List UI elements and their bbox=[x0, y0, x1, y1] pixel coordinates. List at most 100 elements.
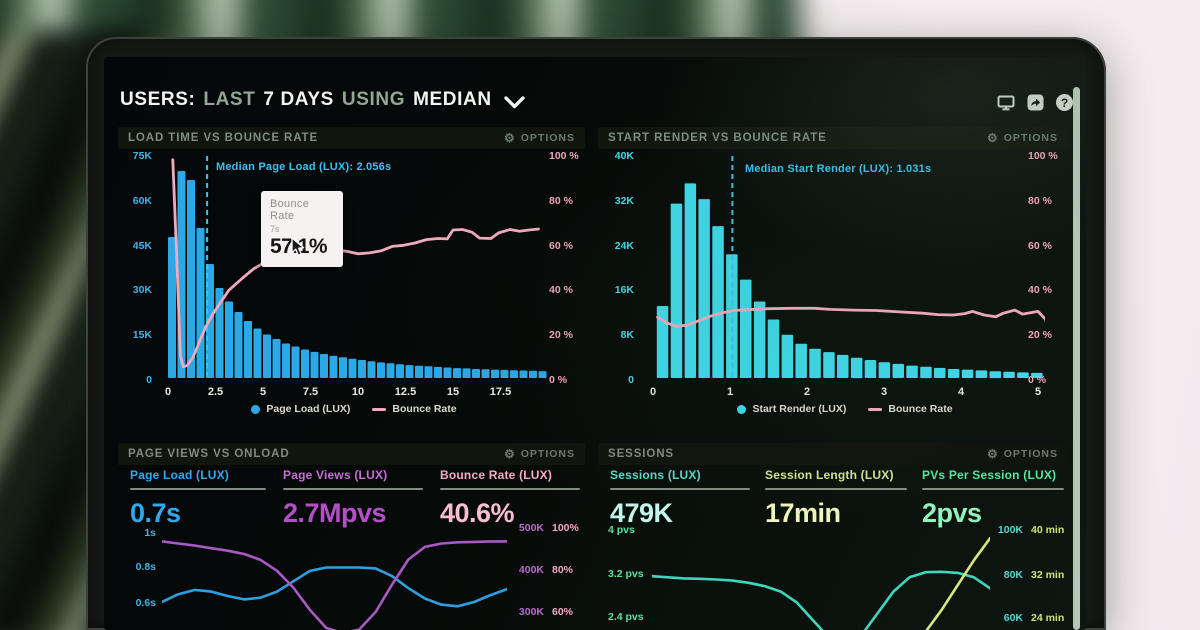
x-tick-label: 10 bbox=[351, 386, 365, 398]
x-tick-label: 0 bbox=[649, 386, 657, 398]
y-tick-label: 60 % bbox=[549, 239, 573, 252]
title-segment: MEDIAN bbox=[413, 89, 492, 110]
mini-axis-right-row: 80K 32 min bbox=[993, 569, 1077, 581]
mini-axis-left-label: 3.2 pvs bbox=[608, 568, 644, 580]
mini-axis-left-label: 1s bbox=[144, 527, 156, 539]
y-tick-label: 80 % bbox=[1028, 194, 1052, 207]
mini-axis-value: 80K bbox=[1003, 569, 1023, 581]
x-tick-label: 1 bbox=[726, 386, 734, 398]
legend-item[interactable]: Bounce Rate bbox=[372, 403, 457, 415]
date-range-dropdown[interactable]: USERS: LAST 7 DAYS USING MEDIAN bbox=[120, 89, 525, 111]
y-tick-label: 32K bbox=[614, 194, 634, 207]
cursor-pointer bbox=[291, 237, 305, 256]
x-tick-label: 2 bbox=[803, 386, 811, 398]
y-tick-label: 24K bbox=[614, 239, 634, 252]
stat-value: 2pvs bbox=[922, 498, 982, 528]
y-tick-label: 60 % bbox=[1028, 239, 1052, 252]
options-button[interactable]: ⚙ OPTIONS bbox=[503, 131, 575, 145]
chart-legend: Page Load (LUX) Bounce Rate bbox=[158, 403, 550, 415]
options-button[interactable]: ⚙ OPTIONS bbox=[986, 447, 1058, 461]
share-icon[interactable] bbox=[1027, 94, 1044, 111]
stat-bounce-rate: Bounce Rate (LUX) 40.6% bbox=[440, 468, 580, 529]
y-tick-label: 40K bbox=[614, 150, 634, 162]
page-views-onload-chart[interactable] bbox=[162, 528, 507, 630]
legend-item[interactable]: Page Load (LUX) bbox=[251, 403, 350, 415]
stat-value: 40.6% bbox=[440, 498, 515, 528]
mini-axis-value: 100K bbox=[997, 524, 1023, 536]
load-time-chart[interactable] bbox=[158, 150, 550, 382]
legend-dot-marker bbox=[251, 404, 261, 414]
options-button[interactable]: ⚙ OPTIONS bbox=[986, 131, 1058, 145]
mini-axis-left-label: 2.4 pvs bbox=[608, 611, 644, 623]
gear-icon: ⚙ bbox=[503, 131, 516, 145]
mini-axis-left-label: 4 pvs bbox=[608, 524, 635, 536]
title-segment: USING bbox=[341, 89, 406, 110]
title-segment: 7 DAYS bbox=[263, 89, 334, 110]
stat-page-views: Page Views (LUX) 2.7Mpvs bbox=[283, 468, 423, 529]
y-tick-label: 45K bbox=[132, 239, 152, 252]
scrollbar[interactable] bbox=[1073, 87, 1080, 630]
mini-axis-value: 400K bbox=[518, 564, 544, 576]
stat-label: Sessions (LUX) bbox=[610, 468, 701, 482]
y-tick-label: 30K bbox=[132, 284, 152, 297]
mini-axis-value: 60% bbox=[552, 606, 574, 618]
y-tick-label: 0 bbox=[146, 373, 152, 386]
x-tick-label: 4 bbox=[957, 386, 965, 398]
stat-label: Bounce Rate (LUX) bbox=[440, 468, 553, 482]
x-tick-label: 5 bbox=[1034, 386, 1042, 398]
mini-axis-value: 500K bbox=[518, 522, 544, 534]
stat-divider bbox=[440, 488, 580, 490]
mini-axis-right-row: 400K 80% bbox=[508, 564, 588, 576]
y-axis-right: 100 % 80 % 60 % 40 % 20 % 0 % bbox=[549, 150, 587, 386]
gear-icon: ⚙ bbox=[986, 447, 999, 461]
help-icon[interactable]: ? bbox=[1056, 94, 1073, 111]
stat-label: Session Length (LUX) bbox=[765, 468, 894, 482]
x-tick-label: 12.5 bbox=[394, 386, 417, 398]
legend-label: Page Load (LUX) bbox=[266, 403, 351, 415]
mini-axis-value: 100% bbox=[552, 522, 579, 534]
median-annotation: Median Start Render (LUX): 1.031s bbox=[745, 163, 932, 175]
y-tick-label: 100 % bbox=[1028, 150, 1058, 162]
mini-axis-right-row: 500K 100% bbox=[508, 522, 588, 534]
stat-sessions: Sessions (LUX) 479K bbox=[610, 468, 750, 529]
legend-item[interactable]: Bounce Rate bbox=[868, 403, 953, 415]
y-tick-label: 40 % bbox=[1028, 284, 1052, 297]
header-toolbar: ? bbox=[997, 94, 1073, 111]
legend-item[interactable]: Start Render (LUX) bbox=[737, 403, 846, 415]
stat-pvs-per-session: PVs Per Session (LUX) 2pvs bbox=[922, 468, 1064, 529]
legend-line-marker bbox=[868, 407, 883, 411]
hover-tooltip: Bounce Rate 7s 57.1% bbox=[261, 191, 343, 267]
sessions-chart[interactable] bbox=[652, 528, 990, 630]
stat-value: 0.7s bbox=[130, 498, 181, 528]
mini-axis-right-row: 300K 60% bbox=[508, 606, 588, 618]
tooltip-subtitle: 7s bbox=[270, 224, 280, 234]
panel-header-start-render: START RENDER VS BOUNCE RATE ⚙ OPTIONS bbox=[598, 127, 1068, 149]
stat-value: 479K bbox=[610, 498, 673, 528]
mini-axis-left-label: 0.8s bbox=[135, 561, 156, 573]
y-tick-label: 0 % bbox=[1028, 373, 1047, 386]
y-tick-label: 60K bbox=[132, 194, 152, 207]
mini-axis-value: 80% bbox=[552, 564, 574, 576]
panel-title: LOAD TIME VS BOUNCE RATE bbox=[128, 132, 319, 144]
x-tick-label: 7.5 bbox=[302, 386, 319, 398]
legend-dot-marker bbox=[737, 404, 747, 414]
start-render-chart[interactable] bbox=[645, 150, 1045, 382]
x-tick-label: 5 bbox=[259, 386, 267, 398]
mini-axis-value: 300K bbox=[518, 606, 544, 618]
mini-axis-right-row: 100K 40 min bbox=[993, 524, 1077, 536]
monitor-icon[interactable] bbox=[997, 95, 1015, 111]
page-title: USERS: LAST 7 DAYS USING MEDIAN bbox=[120, 89, 500, 111]
legend-line-marker bbox=[372, 407, 387, 411]
x-tick-label: 17.5 bbox=[489, 386, 512, 398]
tooltip-title: Bounce Rate bbox=[270, 198, 310, 222]
gear-icon: ⚙ bbox=[503, 447, 516, 461]
y-tick-label: 20 % bbox=[549, 329, 573, 342]
y-tick-label: 40 % bbox=[549, 284, 573, 297]
y-tick-label: 0 % bbox=[549, 373, 568, 386]
stat-divider bbox=[922, 488, 1064, 490]
stat-session-length: Session Length (LUX) 17min bbox=[765, 468, 907, 529]
y-tick-label: 0 bbox=[628, 373, 634, 386]
mini-axis-value: 32 min bbox=[1031, 569, 1065, 581]
options-button[interactable]: ⚙ OPTIONS bbox=[503, 447, 575, 461]
chart-legend: Start Render (LUX) Bounce Rate bbox=[645, 403, 1045, 415]
